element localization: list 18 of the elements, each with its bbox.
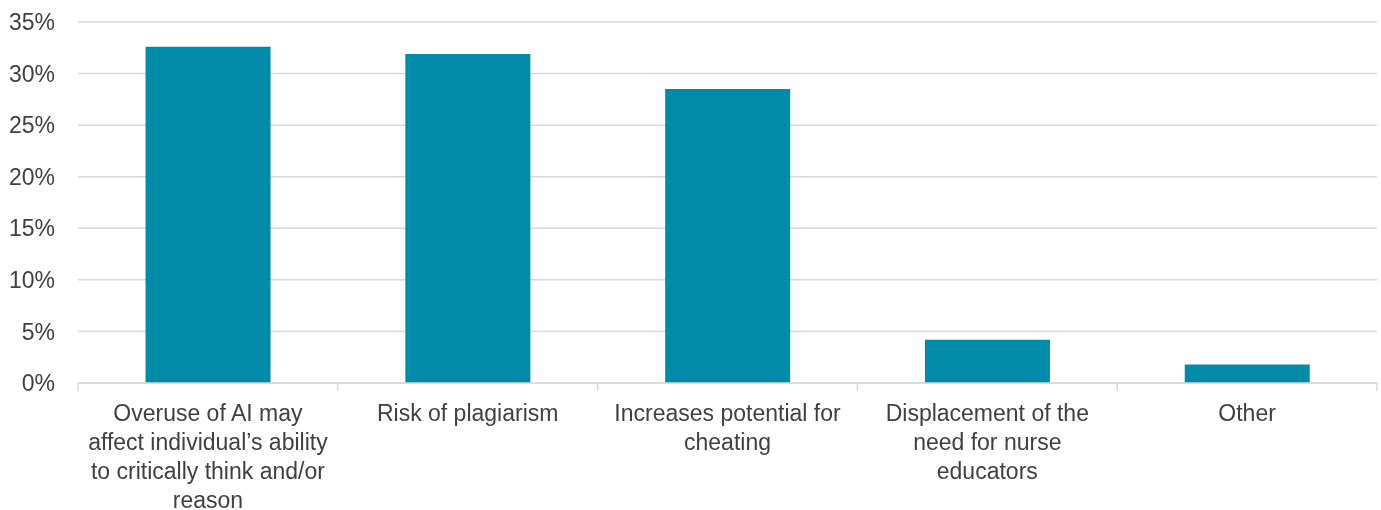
bar — [665, 89, 791, 383]
y-tick-label: 30% — [8, 60, 55, 87]
x-tick-label: Increases potential for cheating — [614, 400, 841, 456]
y-tick-label: 35% — [8, 9, 55, 36]
x-tick-label: Overuse of AI may affect individual’s ability to critically think and/or reason — [88, 400, 329, 510]
bar — [924, 339, 1050, 383]
x-tick-label: Risk of plagiarism — [376, 400, 559, 427]
y-tick-label: 0% — [21, 370, 55, 397]
y-tick-label: 10% — [8, 267, 55, 294]
bar — [1184, 364, 1310, 383]
y-tick-label: 20% — [8, 163, 55, 190]
y-tick-label: 5% — [21, 318, 55, 345]
x-tick-label: Displacement of the need for nurse educators — [885, 400, 1089, 485]
x-tick-label: Other — [1218, 400, 1277, 427]
y-tick-label: 15% — [8, 215, 55, 242]
bar — [145, 46, 271, 383]
bar — [405, 53, 531, 383]
y-tick-label: 25% — [8, 112, 55, 139]
